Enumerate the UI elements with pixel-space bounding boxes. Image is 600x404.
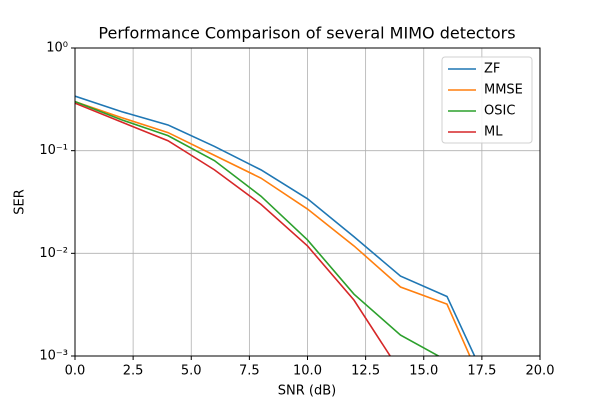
- x-tick-label: 2.5: [123, 364, 144, 379]
- y-tick-label: 10⁻¹: [39, 143, 68, 158]
- series-line: [75, 102, 392, 356]
- legend-label: ZF: [484, 62, 500, 77]
- x-tick-label: 17.5: [467, 364, 496, 379]
- x-axis-label: SNR (dB): [278, 384, 336, 399]
- legend-label: MMSE: [484, 83, 523, 98]
- x-tick-label: 7.5: [239, 364, 260, 379]
- series-line: [75, 100, 441, 356]
- y-tick-label: 10⁻²: [39, 246, 68, 261]
- x-tick-label: 12.5: [351, 364, 380, 379]
- x-tick-label: 15.0: [409, 364, 438, 379]
- plot-lines: [75, 95, 476, 356]
- legend-label: OSIC: [484, 104, 515, 119]
- legend-label: ML: [484, 125, 503, 140]
- x-tick-label: 5.0: [181, 364, 202, 379]
- series-line: [75, 100, 471, 356]
- y-axis-label: SER: [13, 189, 28, 215]
- chart-title: Performance Comparison of several MIMO d…: [98, 24, 515, 43]
- y-tick-label: 10⁰: [46, 41, 68, 56]
- x-tick-label: 10.0: [293, 364, 322, 379]
- y-tick-label: 10⁻³: [39, 349, 68, 364]
- series-line: [75, 95, 476, 356]
- x-tick-label: 20.0: [526, 364, 555, 379]
- x-tick-label: 0.0: [65, 364, 86, 379]
- legend-box: [441, 56, 533, 144]
- plot-frame: [74, 47, 541, 357]
